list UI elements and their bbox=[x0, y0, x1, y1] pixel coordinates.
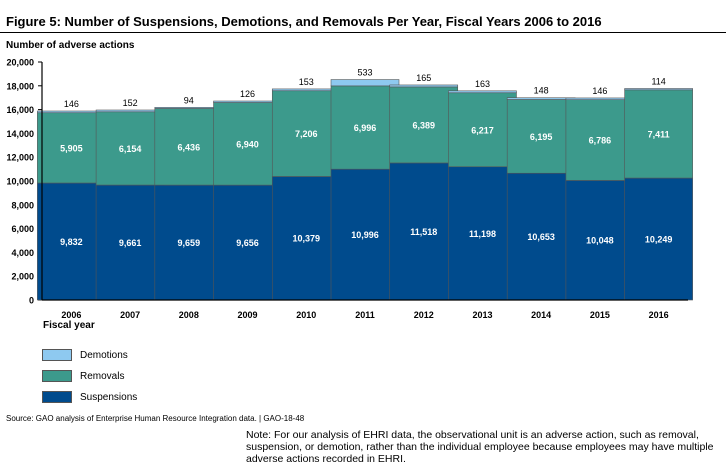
x-tick-label: 2016 bbox=[649, 310, 669, 320]
bar-segment-demotions bbox=[271, 88, 341, 92]
data-label-removals: 6,217 bbox=[471, 125, 494, 135]
data-label-demotions: 163 bbox=[475, 79, 490, 89]
y-tick-label: 6,000 bbox=[11, 224, 34, 234]
y-tick-label: 20,000 bbox=[6, 58, 34, 68]
bar-segment-demotions bbox=[565, 97, 635, 100]
bar-segment-demotions bbox=[448, 90, 517, 94]
legend-label-removals: Removals bbox=[80, 370, 125, 382]
bar-segment-suspensions bbox=[154, 184, 224, 301]
data-label-suspensions: 10,996 bbox=[351, 230, 379, 240]
data-label-removals: 5,905 bbox=[60, 143, 83, 153]
legend-item-demotions: Demotions bbox=[42, 348, 137, 362]
data-label-removals: 6,940 bbox=[236, 139, 259, 149]
bar-segment-demotions bbox=[330, 79, 400, 87]
data-label-suspensions: 9,656 bbox=[236, 238, 259, 248]
x-tick-label: 2008 bbox=[179, 310, 199, 320]
legend-label-suspensions: Suspensions bbox=[80, 391, 138, 403]
bar-segment-demotions bbox=[389, 84, 459, 88]
x-tick-label: 2007 bbox=[120, 310, 140, 320]
data-label-suspensions: 9,659 bbox=[178, 238, 201, 248]
y-tick-label: 10,000 bbox=[6, 177, 34, 187]
bar-segment-removals bbox=[95, 111, 165, 186]
y-tick-label: 14,000 bbox=[6, 129, 34, 139]
note-text: Note: For our analysis of EHRI data, the… bbox=[246, 429, 714, 465]
bar-segment-suspensions bbox=[506, 172, 576, 301]
y-tick-label: 4,000 bbox=[11, 248, 34, 258]
legend: Demotions Removals Suspensions bbox=[42, 348, 137, 411]
data-label-demotions: 126 bbox=[240, 89, 255, 99]
data-label-suspensions: 9,661 bbox=[119, 238, 142, 248]
bar-segment-removals bbox=[213, 102, 282, 186]
bar-segment-suspensions bbox=[448, 166, 517, 301]
data-label-demotions: 146 bbox=[592, 86, 607, 96]
data-label-suspensions: 9,832 bbox=[60, 237, 83, 247]
data-label-demotions: 148 bbox=[534, 86, 549, 96]
bar-segment-demotions bbox=[154, 107, 224, 109]
x-axis-title: Fiscal year bbox=[43, 320, 95, 331]
y-tick-label: 18,000 bbox=[6, 81, 34, 91]
x-tick-label: 2012 bbox=[414, 310, 434, 320]
data-label-removals: 6,996 bbox=[354, 123, 377, 133]
data-label-removals: 6,389 bbox=[412, 120, 435, 130]
bar-segment-demotions bbox=[213, 100, 282, 103]
bar-segment-removals bbox=[506, 99, 576, 174]
y-tick-label: 8,000 bbox=[11, 200, 34, 210]
data-label-suspensions: 10,379 bbox=[293, 234, 321, 244]
y-tick-label: 2,000 bbox=[11, 272, 34, 282]
data-label-suspensions: 11,198 bbox=[469, 229, 496, 239]
x-tick-label: 2011 bbox=[355, 310, 375, 320]
legend-label-demotions: Demotions bbox=[80, 349, 128, 361]
stacked-bar-chart: 0 2,000 4,000 6,000 8,000 10,000 12,000 14,000 1… bbox=[6, 58, 693, 320]
x-tick-label: 2006 bbox=[61, 310, 81, 320]
bar-segment-removals bbox=[624, 89, 693, 179]
bar-segment-removals bbox=[330, 85, 400, 170]
figure-title: Figure 5: Number of Suspensions, Demotio… bbox=[6, 14, 602, 29]
legend-swatch-removals bbox=[42, 370, 72, 382]
data-label-removals: 6,436 bbox=[178, 142, 201, 152]
data-label-demotions: 114 bbox=[651, 76, 665, 86]
data-label-demotions: 153 bbox=[299, 77, 314, 87]
data-label-removals: 6,154 bbox=[119, 144, 142, 154]
data-label-demotions: 94 bbox=[184, 95, 194, 105]
data-label-removals: 7,411 bbox=[648, 129, 670, 139]
bar-segment-removals bbox=[389, 86, 459, 164]
bar-segment-removals bbox=[448, 92, 517, 168]
legend-swatch-demotions bbox=[42, 349, 72, 361]
x-tick-label: 2010 bbox=[296, 310, 316, 320]
bar-segment-demotions bbox=[95, 109, 165, 113]
data-label-removals: 6,786 bbox=[589, 136, 612, 146]
bar-segment-demotions bbox=[506, 97, 576, 100]
data-label-suspensions: 10,653 bbox=[527, 232, 555, 242]
legend-item-suspensions: Suspensions bbox=[42, 390, 137, 404]
y-tick-label: 0 bbox=[29, 296, 34, 306]
data-label-demotions: 146 bbox=[64, 99, 79, 109]
bar-segment-suspensions bbox=[271, 176, 341, 301]
y-tick-label: 16,000 bbox=[6, 105, 34, 115]
bar-segment-suspensions bbox=[213, 184, 282, 301]
data-label-suspensions: 11,518 bbox=[410, 227, 437, 237]
y-tick-label: 12,000 bbox=[6, 153, 34, 163]
data-label-demotions: 165 bbox=[416, 73, 431, 83]
title-rule bbox=[0, 32, 726, 33]
bar-segment-removals bbox=[565, 99, 635, 181]
data-label-demotions: 533 bbox=[357, 68, 372, 78]
data-label-removals: 7,206 bbox=[295, 129, 318, 139]
legend-swatch-suspensions bbox=[42, 391, 72, 403]
data-label-removals: 6,195 bbox=[530, 132, 553, 142]
bar-segment-suspensions bbox=[624, 177, 693, 301]
y-axis-title: Number of adverse actions bbox=[6, 40, 135, 51]
x-tick-label: 2014 bbox=[531, 310, 551, 320]
bar-segment-demotions bbox=[37, 110, 106, 114]
bar-segment-suspensions bbox=[389, 162, 459, 301]
source-line: Source: GAO analysis of Enterprise Human… bbox=[6, 414, 305, 423]
data-label-demotions: 152 bbox=[123, 98, 138, 108]
x-tick-label: 2009 bbox=[238, 310, 258, 320]
data-label-suspensions: 10,249 bbox=[645, 235, 673, 245]
bar-segment-removals bbox=[37, 112, 106, 184]
bar-segment-demotions bbox=[624, 88, 693, 91]
x-tick-label: 2013 bbox=[472, 310, 492, 320]
legend-item-removals: Removals bbox=[42, 369, 137, 383]
x-tick-label: 2015 bbox=[590, 310, 610, 320]
data-label-suspensions: 10,048 bbox=[586, 236, 614, 246]
